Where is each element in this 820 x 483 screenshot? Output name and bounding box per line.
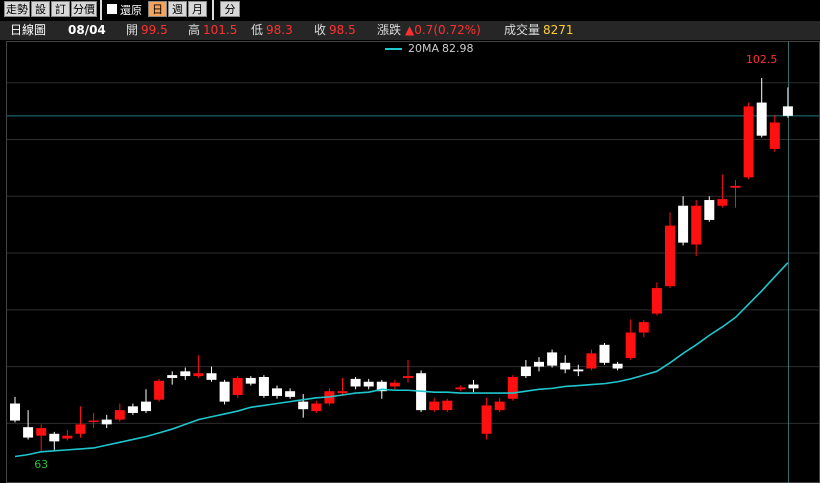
candle-body <box>363 381 374 387</box>
candle-body <box>704 200 715 220</box>
candle-body <box>403 376 413 378</box>
candle-body <box>429 401 440 411</box>
legend-name: 20MA <box>408 42 439 55</box>
candle-body <box>520 366 531 377</box>
volume-value: 8271 <box>543 23 574 37</box>
candle-body <box>36 428 47 436</box>
plot-frame <box>6 41 820 483</box>
candle-body <box>468 384 479 389</box>
low-value: 98.3 <box>266 23 293 37</box>
candle-body <box>311 403 322 412</box>
candle-body <box>154 380 165 400</box>
volume-label: 成交量 <box>504 23 541 37</box>
candle-body <box>455 387 466 390</box>
open-label: 開 <box>126 23 139 37</box>
low-label: 低 <box>251 23 264 37</box>
candle-body <box>114 410 125 420</box>
candle-body <box>691 205 702 245</box>
high-label: 高 <box>188 23 201 37</box>
candle-body <box>49 433 60 442</box>
candle-body <box>534 361 544 367</box>
candle-body <box>285 391 296 397</box>
candle-body <box>193 373 204 377</box>
candle-body <box>337 391 348 394</box>
candle-body <box>376 381 387 392</box>
candle-body <box>206 373 217 380</box>
candle-body <box>560 362 571 370</box>
checkbox[interactable] <box>107 4 117 14</box>
candle-body <box>586 353 597 369</box>
candle-body <box>350 378 361 387</box>
toolbar: 走勢 設 訂 分價 還原 日 週 月 分 <box>0 0 820 20</box>
candle-body <box>75 424 86 434</box>
candle-body <box>756 102 767 136</box>
ma-line <box>14 262 789 458</box>
candle-body <box>612 363 623 369</box>
max-annotation: 102.5 <box>746 53 778 66</box>
checkbox-label[interactable]: 還原 <box>120 4 142 17</box>
legend-value: 82.98 <box>442 42 474 55</box>
candle-body <box>298 401 309 410</box>
chart: 20MA 82.98 102.5 63 <box>6 41 820 483</box>
candle-body <box>258 377 269 396</box>
candle-body <box>127 406 138 413</box>
tool-button[interactable]: 分價 <box>71 1 97 17</box>
close-label: 收 <box>314 23 327 37</box>
candle-body <box>442 400 453 411</box>
candle-body <box>88 420 99 423</box>
period-button[interactable]: 週 <box>168 1 187 17</box>
candle-body <box>62 435 73 439</box>
candle-body <box>769 122 780 149</box>
period-button[interactable]: 日 <box>148 1 167 17</box>
candle-body <box>23 427 34 438</box>
candle-body <box>638 322 649 333</box>
candle-body <box>481 405 492 434</box>
candle-body <box>389 382 400 387</box>
info-bar: 日線圖 08/04 開 99.5 高 101.5 低 98.3 收 98.5 漲… <box>0 21 820 40</box>
candle-body <box>494 401 505 411</box>
close-value: 98.5 <box>329 23 356 37</box>
candle-body <box>219 381 230 402</box>
candle-body <box>10 403 20 421</box>
candle-body <box>232 377 243 395</box>
candle-body <box>665 225 675 287</box>
candle-body <box>167 375 178 378</box>
tool-button[interactable]: 設 <box>31 1 50 17</box>
change-value: ▲0.7(0.72%) <box>405 23 481 37</box>
separator <box>100 0 102 20</box>
tool-button[interactable]: 走勢 <box>4 1 30 17</box>
candle-body <box>651 288 662 314</box>
open-value: 99.5 <box>141 23 168 37</box>
candle-body <box>717 199 728 206</box>
candle-body <box>245 377 256 384</box>
min-annotation: 63 <box>34 458 48 471</box>
chart-name: 日線圖 <box>10 23 47 37</box>
candle-body <box>547 352 558 366</box>
candle-body <box>678 205 689 243</box>
period-button[interactable]: 月 <box>188 1 207 17</box>
candle-body <box>599 344 610 363</box>
candle-body <box>625 332 636 359</box>
candle-body <box>507 377 518 399</box>
date: 08/04 <box>68 23 106 37</box>
separator <box>212 0 214 20</box>
candle-body <box>573 369 584 372</box>
candle-body <box>743 106 754 178</box>
candle-body <box>730 185 741 188</box>
candle-body <box>782 106 793 116</box>
tool-button[interactable]: 訂 <box>51 1 70 17</box>
change-label: 漲跌 <box>377 23 402 37</box>
high-value: 101.5 <box>203 23 238 37</box>
candle-body <box>180 371 191 377</box>
candle-body <box>272 388 282 396</box>
candle-body <box>101 419 112 425</box>
minute-button[interactable]: 分 <box>220 1 240 17</box>
candle-body <box>141 401 151 412</box>
